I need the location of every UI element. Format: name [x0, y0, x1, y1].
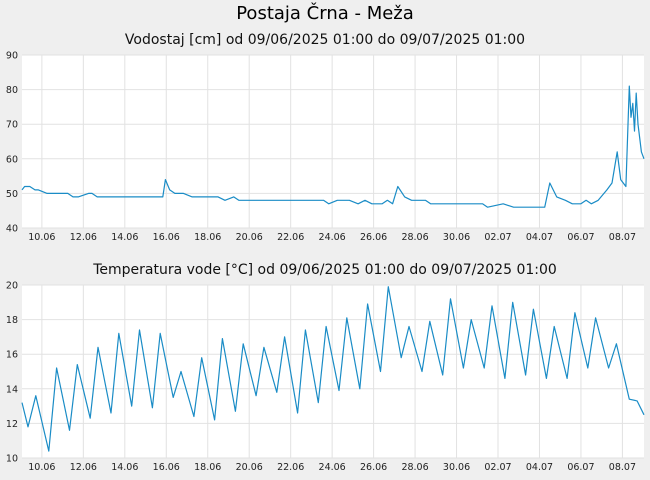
water-temperature-x-tick-label: 12.06: [70, 462, 97, 473]
water-level-plot-area: [22, 55, 644, 228]
water-temperature-x-tick-label: 28.06: [401, 462, 428, 473]
water-temperature-x-tick-label: 06.07: [567, 462, 594, 473]
water-temperature-y-tick-label: 20: [6, 281, 18, 292]
water-temperature-x-tick-label: 18.06: [194, 462, 221, 473]
water-level-y-tick-label: 90: [6, 51, 18, 62]
water-temperature-y-tick-label: 10: [6, 454, 18, 465]
water-level-x-tick-label: 30.06: [443, 232, 470, 243]
water-level-x-tick-label: 10.06: [28, 232, 55, 243]
water-temperature-x-tick-label: 24.06: [319, 462, 346, 473]
water-level-series-line: [21, 85, 645, 208]
water-level-y-tick-label: 70: [6, 120, 18, 131]
water-temperature-x-tick-label: 08.07: [609, 462, 636, 473]
water-level-x-tick-label: 20.06: [236, 232, 263, 243]
water-temperature-x-tick-label: 10.06: [28, 462, 55, 473]
water-level-y-tick-label: 50: [6, 189, 18, 200]
water-temperature-y-tick-label: 12: [6, 419, 18, 430]
water-temperature-x-tick-label: 04.07: [526, 462, 553, 473]
water-level-y-tick-label: 80: [6, 85, 18, 96]
page-title: Postaja Črna - Meža: [236, 3, 414, 24]
water-level-x-tick-label: 06.07: [567, 232, 594, 243]
water-level-x-tick-label: 22.06: [277, 232, 304, 243]
water-temperature-y-tick-label: 14: [6, 384, 18, 395]
water-temperature-x-tick-label: 14.06: [111, 462, 138, 473]
water-level-chart: 40 50 60 70 80 90 10.06 12.06 14.06 16.06 18.06 20.…: [6, 51, 645, 243]
water-level-x-tick-label: 02.07: [484, 232, 511, 243]
water-level-x-tick-label: 08.07: [609, 232, 636, 243]
water-temperature-chart-title: Temperatura vode [°C] od 09/06/2025 01:0…: [93, 262, 557, 278]
water-level-x-tick-label: 12.06: [70, 232, 97, 243]
water-level-x-tick-label: 16.06: [153, 232, 180, 243]
water-level-y-tick-label: 60: [6, 154, 18, 165]
water-temperature-x-tick-label: 22.06: [277, 462, 304, 473]
water-level-x-tick-label: 04.07: [526, 232, 553, 243]
water-temperature-x-tick-label: 20.06: [236, 462, 263, 473]
water-temperature-y-tick-label: 16: [6, 350, 18, 361]
water-level-x-tick-label: 26.06: [360, 232, 387, 243]
water-level-x-tick-label: 14.06: [111, 232, 138, 243]
water-temperature-y-tick-label: 18: [6, 315, 18, 326]
water-temperature-x-tick-label: 30.06: [443, 462, 470, 473]
water-level-chart-title: Vodostaj [cm] od 09/06/2025 01:00 do 09/…: [124, 32, 526, 48]
water-temperature-chart: 10 12 14 16 18 20 10.06 12.06 14.06 16.06 18.06 20.…: [6, 281, 645, 473]
water-temperature-x-tick-label: 26.06: [360, 462, 387, 473]
water-temperature-x-tick-label: 16.06: [153, 462, 180, 473]
water-level-x-tick-label: 24.06: [319, 232, 346, 243]
water-temperature-x-tick-label: 02.07: [484, 462, 511, 473]
water-level-x-tick-label: 28.06: [401, 232, 428, 243]
water-level-x-tick-label: 18.06: [194, 232, 221, 243]
water-temperature-series-line: [21, 286, 645, 452]
water-level-y-tick-label: 40: [6, 224, 18, 235]
